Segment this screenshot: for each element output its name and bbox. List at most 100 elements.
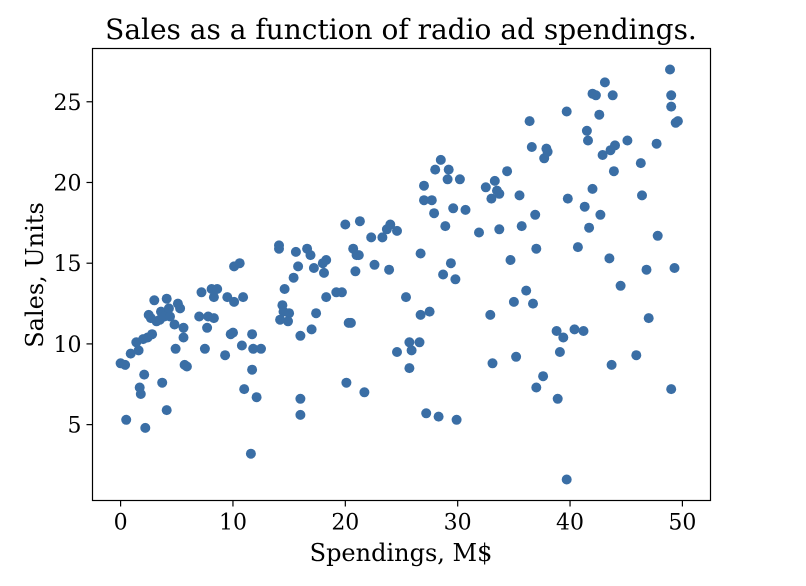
data-point (435, 154, 446, 165)
data-point (599, 77, 610, 88)
chart-title: Sales as a function of radio ad spending… (105, 13, 697, 46)
data-point (486, 193, 497, 204)
data-point (505, 255, 516, 265)
data-point (369, 259, 380, 270)
data-point (170, 343, 181, 354)
data-point (133, 345, 144, 356)
data-point (415, 248, 426, 259)
data-point (229, 296, 240, 307)
data-point (181, 361, 192, 372)
x-tick-label: 20 (331, 511, 359, 536)
data-point (531, 243, 542, 254)
data-point (672, 116, 683, 127)
y-axis-label: Sales, Units (21, 202, 49, 348)
data-point (554, 347, 565, 357)
data-point (392, 347, 402, 357)
data-point (558, 332, 569, 343)
data-point (443, 164, 454, 175)
data-point (569, 324, 580, 335)
data-point (584, 222, 595, 233)
data-point (433, 411, 444, 422)
data-point (480, 182, 491, 193)
data-point (530, 209, 541, 220)
data-point (440, 221, 451, 232)
data-point (485, 309, 496, 320)
data-point (421, 408, 432, 419)
data-point (514, 190, 525, 201)
data-point (308, 263, 319, 273)
data-point (247, 364, 258, 375)
data-point (414, 337, 425, 348)
data-point (442, 174, 453, 185)
data-point (401, 292, 411, 303)
data-point (157, 377, 168, 388)
data-point (350, 266, 361, 277)
data-point (489, 175, 500, 186)
data-point (196, 287, 207, 298)
data-point (392, 225, 402, 236)
x-tick-label: 40 (556, 511, 584, 536)
data-point (666, 101, 677, 112)
data-point (121, 414, 132, 425)
data-point (424, 306, 435, 317)
data-point (448, 203, 459, 214)
data-point (256, 343, 266, 354)
data-point (295, 409, 306, 420)
y-axis: 5 10 15 20 25 (54, 91, 93, 439)
data-point (220, 350, 231, 361)
data-point (528, 298, 538, 309)
data-point (234, 258, 245, 269)
x-tick-label: 10 (219, 511, 247, 536)
data-point (295, 393, 306, 404)
data-point (643, 313, 654, 324)
y-tick-label: 10 (54, 333, 82, 358)
data-point (635, 158, 646, 169)
data-point (212, 284, 223, 294)
data-point (293, 261, 304, 272)
data-point (147, 329, 158, 340)
data-point (606, 359, 617, 370)
data-point (651, 138, 662, 149)
data-point (665, 64, 675, 75)
data-point (572, 242, 583, 253)
x-axis: 0 10 20 30 40 50 (114, 500, 696, 536)
y-tick-label: 15 (54, 252, 82, 277)
data-point (445, 258, 456, 269)
data-point (451, 414, 462, 425)
data-point (120, 359, 131, 370)
data-point (178, 322, 189, 333)
data-point (149, 295, 160, 306)
points-layer (115, 64, 683, 485)
data-point (579, 201, 590, 212)
data-point (607, 90, 618, 101)
data-point (669, 263, 680, 273)
data-point (321, 255, 332, 265)
data-point (341, 377, 352, 388)
data-point (666, 384, 677, 395)
data-point (140, 422, 151, 433)
data-point (340, 219, 351, 230)
data-point (590, 90, 601, 101)
data-point (631, 350, 642, 361)
data-point (587, 183, 598, 194)
data-point (454, 174, 465, 185)
data-point (194, 311, 205, 322)
data-point (366, 232, 377, 243)
data-point (279, 284, 290, 294)
data-point (135, 389, 146, 399)
data-point (474, 227, 484, 238)
data-point (538, 371, 549, 382)
data-point (163, 303, 174, 314)
data-point (139, 369, 150, 380)
data-point (508, 296, 519, 307)
x-tick-label: 50 (668, 511, 696, 536)
data-point (460, 204, 471, 215)
data-point (306, 324, 317, 335)
data-point (419, 180, 429, 191)
data-point (615, 280, 626, 291)
data-point (208, 292, 219, 303)
data-point (404, 337, 415, 348)
data-point (502, 166, 513, 177)
data-point (597, 150, 608, 160)
